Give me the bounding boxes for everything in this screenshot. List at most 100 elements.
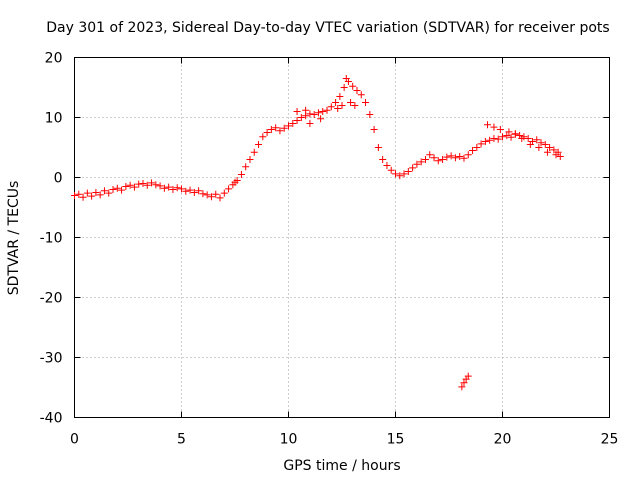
data-point [242,163,250,171]
data-point [494,135,502,143]
data-point [366,111,374,118]
data-point [310,111,318,118]
x-tick-label: 10 [280,432,298,448]
y-tick-label: -30 [40,351,63,367]
data-point [396,172,404,180]
data-point [490,123,498,131]
y-axis-title: SDTVAR / TECUs [6,181,22,296]
data-point [451,154,459,162]
data-point [518,135,526,142]
data-point [460,154,468,162]
data-point [464,151,472,159]
data-point [458,383,466,391]
data-point [477,140,485,148]
y-tick-label: 10 [45,111,63,127]
data-point [543,148,551,156]
data-point [379,156,387,163]
data-point [250,148,258,156]
data-point [237,171,245,178]
data-point [353,87,361,94]
data-point [546,144,554,151]
data-point [541,141,549,148]
data-point [83,189,91,197]
data-point [362,99,370,106]
data-point [417,158,425,166]
data-point [190,189,198,196]
x-axis-title: GPS time / hours [283,458,400,474]
data-point [92,189,100,196]
data-point [332,99,340,106]
data-point [464,372,472,380]
data-point [490,135,498,142]
data-point [357,91,365,99]
data-point [535,144,543,151]
data-point [404,168,412,175]
data-point [75,190,83,198]
data-point [334,105,342,112]
data-point [212,190,220,198]
data-point [96,191,104,199]
data-point [225,185,233,193]
data-point [148,179,156,187]
data-point [297,114,305,121]
data-point [109,186,117,193]
data-point [182,187,190,195]
data-point [387,166,395,174]
data-point [383,162,391,169]
data-point [293,117,301,124]
data-point [105,189,113,197]
data-points [71,75,564,391]
data-point [473,144,481,151]
data-point [122,183,130,190]
data-point [152,181,160,189]
data-point [259,133,267,141]
grid-lines [74,57,610,418]
data-point [160,184,168,192]
y-tick-label: 20 [45,51,63,67]
data-point [118,186,126,194]
data-point [285,122,292,130]
data-point [113,184,121,192]
data-point [447,152,455,160]
x-tick-label: 5 [177,432,186,448]
data-point [460,379,468,387]
data-point [289,120,297,127]
data-point [317,115,325,123]
y-tick-label: 0 [54,171,63,187]
data-point [255,141,263,148]
data-point [280,124,288,132]
data-point [216,194,224,202]
data-point [496,126,504,133]
data-point [469,147,477,154]
x-tick-label: 0 [70,432,79,448]
data-point [552,151,560,159]
data-point [439,156,447,163]
data-point [79,193,87,201]
data-point [556,153,564,160]
data-point [456,153,464,160]
data-point [503,132,511,139]
data-point [413,160,421,168]
data-point [165,183,173,191]
data-point [351,102,359,109]
data-point [430,154,438,162]
data-point [195,187,203,195]
data-point [409,164,417,172]
data-point [220,189,228,197]
data-point [156,182,164,190]
data-point [272,124,280,132]
data-point [319,108,327,115]
y-tick-label: -10 [40,231,63,247]
data-point [374,144,382,151]
data-point [135,180,143,188]
x-tick-label: 20 [494,432,512,448]
data-point [302,106,310,114]
data-point [421,156,429,163]
data-point [88,192,96,200]
data-point [139,180,147,187]
data-point [507,133,515,141]
data-point [400,170,408,178]
y-tick-label: -40 [40,411,63,427]
data-point [505,128,513,136]
data-point [199,190,207,198]
